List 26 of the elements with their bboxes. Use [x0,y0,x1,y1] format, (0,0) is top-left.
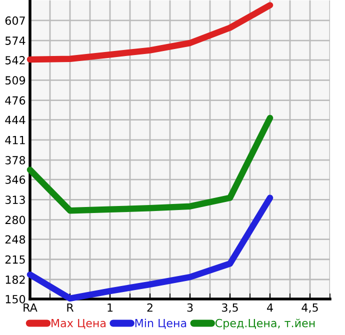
x-tick-label: 4,5 [302,304,318,313]
x-tick-label: 3,5 [222,303,238,313]
legend-label: Min Цена [135,318,186,329]
y-tick-label: 280 [5,216,26,224]
x-tick-label: 4 [267,304,273,312]
y-tick-label: 215 [5,255,25,264]
y-tick-label: 411 [5,136,25,144]
y-tick-label: 542 [5,56,25,64]
y-tick-label: 182 [6,275,25,284]
legend-label: Max Цена [52,319,106,329]
y-tick-label: 574 [5,36,26,45]
y-tick-label: 509 [5,76,26,85]
x-tick-label: 2 [147,303,152,312]
x-tick-label: RA [24,304,38,312]
y-tick-label: 313 [5,196,25,204]
y-tick-label: 248 [5,235,26,244]
y-tick-label: 444 [5,116,26,124]
x-tick-label: R [67,304,74,312]
y-tick-label: 476 [5,96,26,105]
legend-label: Сред.Цена, т.йен [215,318,315,330]
y-tick-label: 378 [5,156,26,164]
y-tick-label: 346 [5,176,26,184]
y-tick-label: 607 [5,16,25,25]
x-tick-label: 1 [108,304,113,312]
y-tick-label: 150 [6,294,26,304]
x-tick-label: 3 [187,303,193,312]
